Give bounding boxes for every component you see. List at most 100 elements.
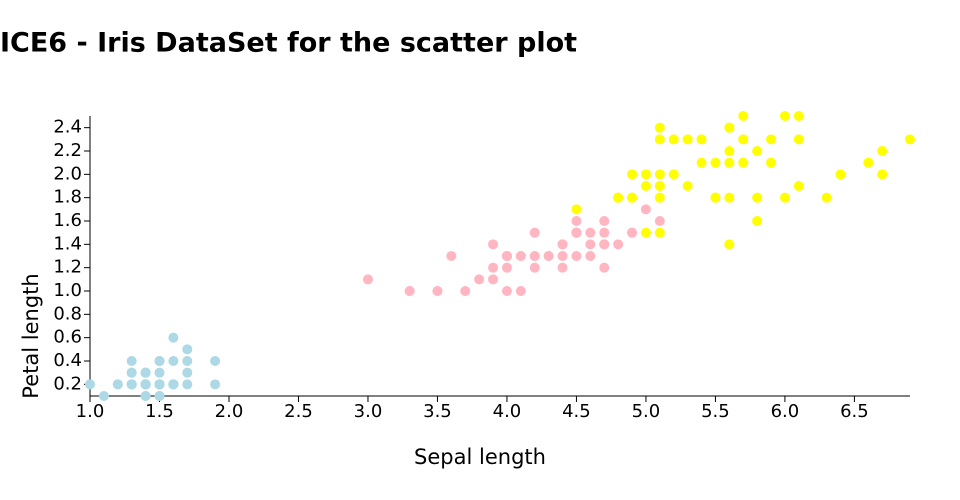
point [571, 251, 582, 261]
point [585, 227, 596, 238]
point [140, 379, 151, 390]
point [835, 169, 846, 180]
x-tick-label: 6.0 [771, 401, 800, 422]
point [696, 134, 707, 145]
point [668, 134, 679, 145]
chart-title: ICE6 - Iris DataSet for the scatter plot [0, 28, 577, 59]
point [140, 391, 151, 401]
point [515, 286, 526, 296]
point [501, 251, 512, 261]
point [724, 239, 735, 250]
y-axis-label: Petal length [19, 273, 43, 398]
x-tick-label: 2.0 [215, 401, 244, 422]
point [140, 367, 151, 378]
point [821, 192, 832, 203]
y-tick-label: 1.0 [53, 280, 82, 301]
point [529, 227, 540, 238]
point [571, 227, 582, 238]
point [654, 122, 665, 133]
point [627, 169, 638, 180]
point [488, 239, 499, 250]
point [668, 169, 679, 180]
y-tick-label: 0.4 [53, 350, 82, 371]
y-tick-label: 2.2 [53, 140, 82, 161]
x-tick-label: 1.0 [76, 401, 105, 422]
point [168, 356, 179, 366]
point [154, 379, 165, 390]
point [710, 192, 721, 203]
point [654, 134, 665, 145]
point [654, 192, 665, 203]
point [738, 134, 749, 145]
point [182, 344, 193, 355]
y-tick-label: 1.6 [53, 210, 82, 231]
point [766, 134, 777, 145]
point [640, 181, 651, 191]
point [793, 111, 804, 121]
point [543, 251, 554, 261]
point [766, 157, 777, 168]
point [182, 379, 193, 390]
x-tick-label: 5.5 [701, 401, 730, 422]
point [210, 356, 221, 366]
point [724, 122, 735, 133]
x-tick-label: 5.0 [632, 401, 661, 422]
y-tick-label: 0.2 [53, 373, 82, 394]
point [126, 367, 137, 378]
point [182, 356, 193, 366]
point [877, 169, 888, 180]
point [474, 274, 485, 285]
point [599, 262, 610, 273]
point [362, 274, 373, 285]
point [654, 169, 665, 180]
point [599, 239, 610, 250]
point [779, 111, 790, 121]
x-tick-label: 3.5 [423, 401, 452, 422]
point [529, 262, 540, 273]
point [501, 286, 512, 296]
x-tick-label: 4.5 [562, 401, 591, 422]
point [404, 286, 415, 296]
x-tick-label: 3.0 [354, 401, 383, 422]
point [154, 391, 165, 401]
point [571, 216, 582, 226]
y-tick-label: 0.8 [53, 303, 82, 324]
y-tick-label: 0.6 [53, 327, 82, 348]
point [863, 157, 874, 168]
x-tick-label: 4.0 [493, 401, 522, 422]
x-tick-label: 1.5 [145, 401, 174, 422]
point [654, 216, 665, 226]
point [154, 356, 165, 366]
point [515, 251, 526, 261]
y-tick-label: 1.2 [53, 257, 82, 278]
point [488, 262, 499, 273]
point [696, 157, 707, 168]
point [738, 157, 749, 168]
x-axis-label: Sepal length [414, 445, 546, 469]
point [905, 134, 915, 145]
point [460, 286, 471, 296]
point [210, 379, 221, 390]
point [724, 192, 735, 203]
point [877, 146, 888, 156]
point [627, 192, 638, 203]
point [585, 251, 596, 261]
point [640, 227, 651, 238]
point [640, 169, 651, 180]
point [168, 332, 179, 343]
point [446, 251, 457, 261]
point [557, 239, 568, 250]
point [627, 227, 638, 238]
point [724, 146, 735, 156]
point [793, 181, 804, 191]
point [682, 181, 693, 191]
point [154, 367, 165, 378]
point [182, 367, 193, 378]
point [85, 379, 95, 390]
point [599, 216, 610, 226]
point [126, 379, 137, 390]
point [654, 227, 665, 238]
point [599, 227, 610, 238]
x-tick-label: 2.5 [284, 401, 313, 422]
